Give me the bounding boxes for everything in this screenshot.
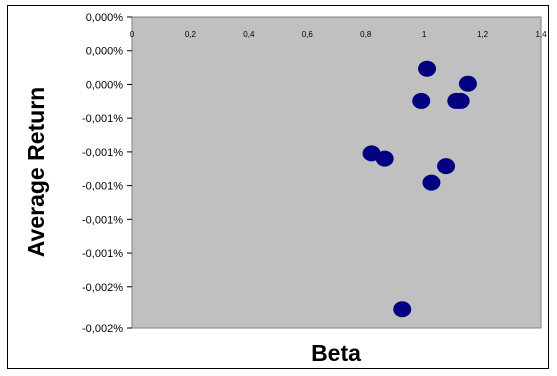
y-tick-label: 0,000% — [86, 12, 124, 24]
data-point — [375, 150, 394, 167]
x-tick-label: 0,8 — [360, 30, 372, 39]
data-point — [393, 301, 412, 318]
y-tick-label: -0,001% — [82, 181, 123, 193]
y-tick-label: -0,002% — [82, 323, 123, 335]
x-tick-label: 1 — [422, 30, 427, 39]
y-tick-label: 0,000% — [86, 46, 124, 58]
data-point — [451, 92, 470, 109]
y-axis-ticks: 0,000% 0,000% 0,000% -0,001% -0,001% -0,001% -… — [82, 12, 132, 335]
x-tick-label: 0,2 — [185, 30, 197, 39]
y-tick-label: -0,001% — [82, 248, 123, 260]
data-point — [412, 92, 431, 109]
y-tick-label: -0,001% — [82, 214, 123, 226]
data-point — [458, 75, 477, 92]
x-axis-ticks: 0 0,2 0,4 0,6 0,8 1 1,2 1,4 — [130, 30, 547, 39]
data-point — [418, 60, 437, 77]
y-tick-label: -0,001% — [82, 147, 123, 159]
data-points — [362, 60, 477, 318]
plot-area — [131, 16, 542, 329]
data-point — [422, 174, 441, 191]
x-tick-label: 0,6 — [302, 30, 314, 39]
y-tick-label: 0,000% — [86, 79, 124, 91]
y-tick-label: -0,001% — [82, 113, 123, 125]
y-tick-label: -0,002% — [82, 282, 123, 294]
x-axis-title: Beta — [311, 340, 361, 366]
x-tick-label: 1,2 — [477, 30, 489, 39]
x-tick-label: 0 — [130, 30, 135, 39]
data-point — [437, 158, 456, 175]
x-tick-label: 0,4 — [243, 30, 255, 39]
y-axis-title: Average Return — [23, 87, 49, 257]
x-tick-label: 1,4 — [535, 30, 547, 39]
